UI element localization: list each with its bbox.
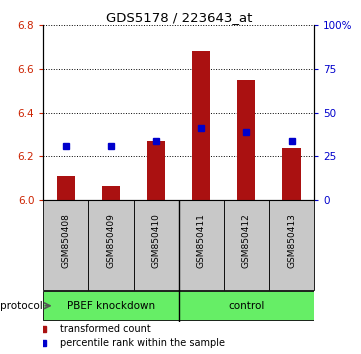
Text: GSM850409: GSM850409 (106, 213, 116, 268)
Text: PBEF knockdown: PBEF knockdown (67, 301, 155, 311)
Bar (43, 291, 179, 320)
Bar (179, 291, 314, 320)
Bar (43, 200, 88, 290)
Bar (224, 200, 269, 290)
Text: GSM850408: GSM850408 (61, 213, 70, 268)
Text: GSM850413: GSM850413 (287, 213, 296, 268)
Bar (88, 200, 134, 290)
Text: control: control (228, 301, 265, 311)
Bar (57, 176, 75, 200)
Title: GDS5178 / 223643_at: GDS5178 / 223643_at (105, 11, 252, 24)
Text: protocol: protocol (0, 301, 42, 311)
Bar (147, 141, 165, 200)
Text: GSM850411: GSM850411 (197, 213, 206, 268)
Text: transformed count: transformed count (60, 324, 150, 334)
Text: GSM850412: GSM850412 (242, 213, 251, 268)
Bar (192, 51, 210, 200)
Bar (238, 80, 256, 200)
Bar (269, 200, 314, 290)
Text: GSM850410: GSM850410 (152, 213, 161, 268)
Bar (282, 148, 300, 200)
Bar (134, 200, 179, 290)
Bar (102, 186, 120, 200)
Bar (179, 200, 224, 290)
Text: percentile rank within the sample: percentile rank within the sample (60, 338, 225, 348)
